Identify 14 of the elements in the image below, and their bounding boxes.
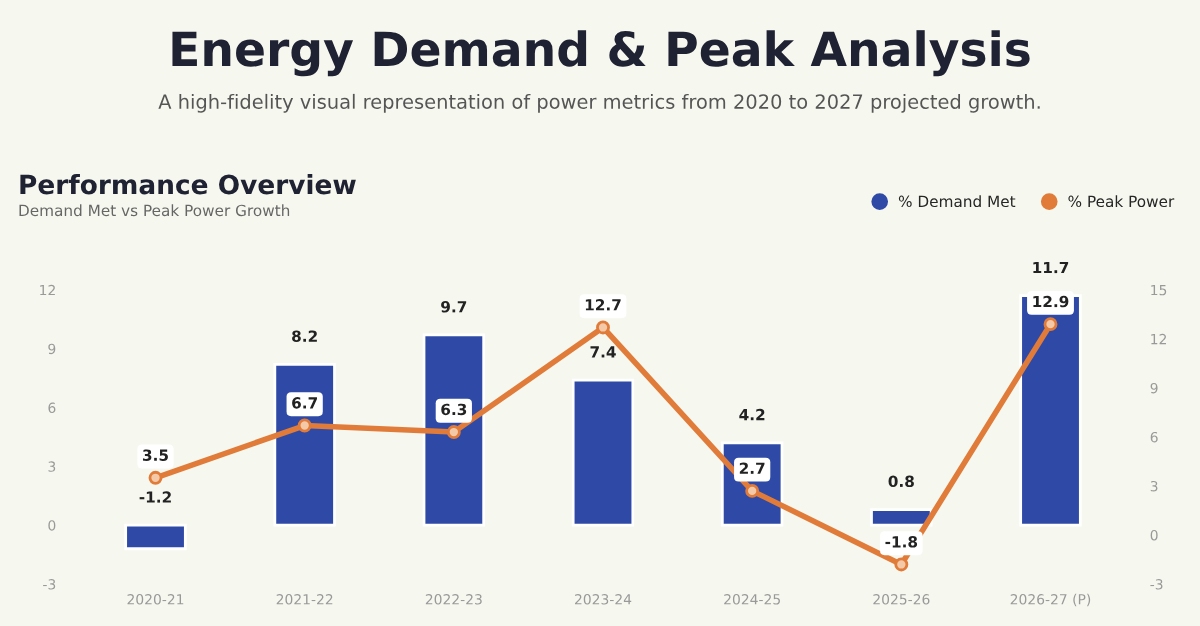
chart-subtitle: A high-fidelity visual representation of power metrics from 2020 to 2027 projected growth.	[158, 93, 1040, 113]
point	[148, 470, 163, 485]
point	[446, 425, 461, 439]
point	[894, 557, 909, 572]
chart-title: Energy Demand & Peak Analysis	[172, 30, 1030, 77]
point	[745, 483, 760, 498]
bar	[124, 523, 187, 551]
point	[596, 320, 610, 335]
text: Performance Overview	[20, 174, 356, 195]
bar	[1019, 294, 1082, 527]
point	[1043, 317, 1058, 332]
bar	[870, 508, 933, 527]
point	[297, 418, 312, 433]
bar	[571, 378, 635, 527]
